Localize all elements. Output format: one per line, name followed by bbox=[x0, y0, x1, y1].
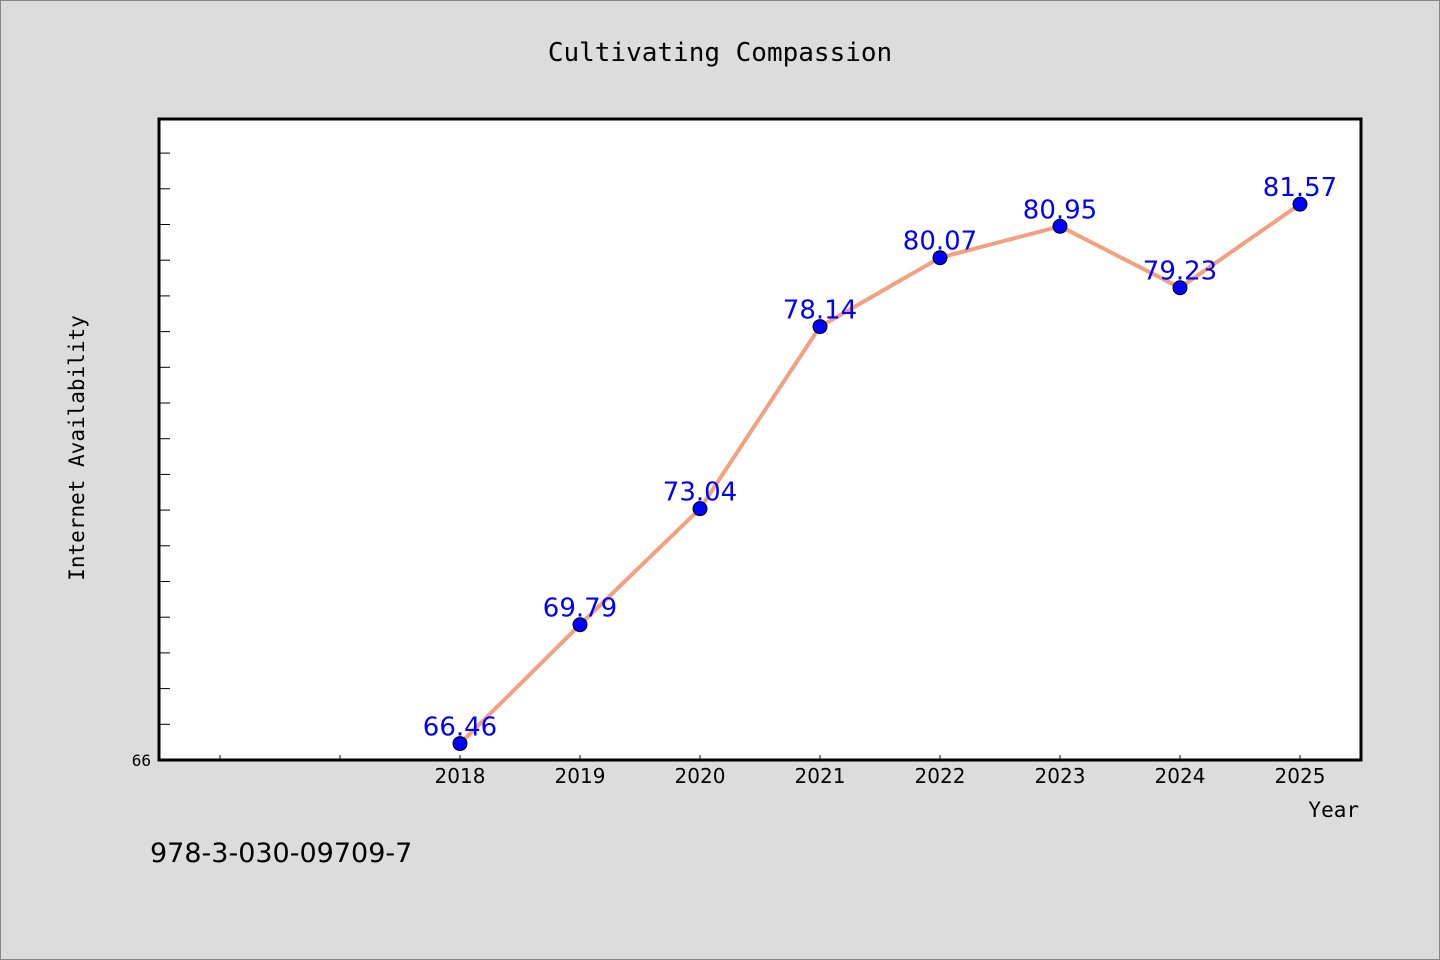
y-tick-label: 66 bbox=[132, 751, 151, 770]
x-tick-label: 2020 bbox=[675, 764, 726, 788]
x-axis-ticks bbox=[219, 755, 1301, 760]
y-axis-label: Internet Availability bbox=[65, 315, 89, 581]
y-axis-ticks bbox=[160, 152, 170, 761]
data-point bbox=[452, 736, 468, 752]
data-point bbox=[572, 617, 588, 633]
x-tick-label: 2019 bbox=[555, 764, 606, 788]
x-tick-label: 2024 bbox=[1155, 764, 1206, 788]
data-point bbox=[1052, 218, 1068, 234]
data-point bbox=[812, 319, 828, 335]
data-label: 80.95 bbox=[1023, 195, 1097, 225]
chart-title: Cultivating Compassion bbox=[548, 38, 892, 68]
data-label: 81.57 bbox=[1263, 173, 1337, 203]
data-label: 80.07 bbox=[903, 227, 977, 257]
data-point bbox=[692, 501, 708, 517]
data-label: 78.14 bbox=[783, 296, 857, 326]
data-label: 69.79 bbox=[543, 594, 617, 624]
x-tick-labels: 2018 2019 2020 2021 2022 2023 2024 2025 bbox=[435, 764, 1326, 788]
data-point bbox=[1292, 196, 1308, 212]
data-point bbox=[1172, 280, 1188, 296]
x-tick-label: 2021 bbox=[795, 764, 846, 788]
x-axis-label: Year bbox=[1308, 798, 1359, 822]
data-label: 79.23 bbox=[1143, 257, 1217, 287]
data-point bbox=[932, 250, 948, 266]
plot-area bbox=[157, 117, 1363, 762]
footer-isbn: 978-3-030-09709-7 bbox=[150, 838, 412, 869]
x-tick-label: 2023 bbox=[1035, 764, 1086, 788]
data-label: 66.46 bbox=[423, 713, 497, 743]
x-tick-label: 2018 bbox=[435, 764, 486, 788]
x-tick-label: 2025 bbox=[1275, 764, 1326, 788]
data-labels: 66.46 69.79 73.04 78.14 80.07 80.95 79.23 81.57 bbox=[423, 173, 1337, 742]
series-markers bbox=[452, 196, 1308, 752]
series-line bbox=[458, 202, 1302, 745]
data-label: 73.04 bbox=[663, 478, 737, 508]
x-tick-label: 2022 bbox=[915, 764, 966, 788]
